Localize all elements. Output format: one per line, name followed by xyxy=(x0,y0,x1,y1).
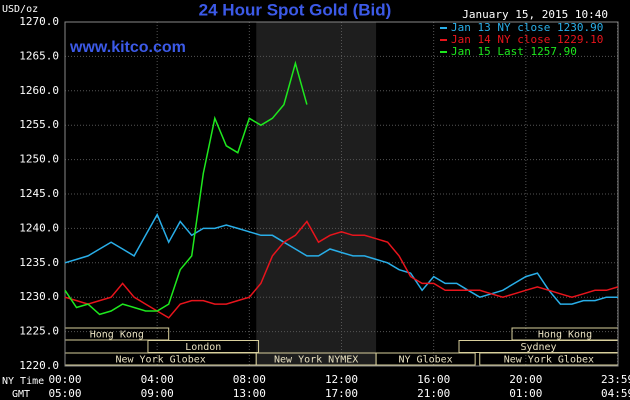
chart-title: 24 Hour Spot Gold (Bid) xyxy=(199,0,392,19)
session-shade xyxy=(256,22,377,366)
plot-frame xyxy=(64,21,619,367)
timestamp: January 15, 2015 10:40 xyxy=(462,8,608,21)
session-label: New York NYMEX xyxy=(274,355,358,366)
x2-tick-label: 13:00 xyxy=(233,387,266,400)
y-tick-label: 1235.0 xyxy=(19,256,59,269)
x-tick-label: 00:00 xyxy=(48,373,81,386)
x2-tick-label: 17:00 xyxy=(325,387,358,400)
session-label: Hong Kong xyxy=(90,330,144,341)
session-label: Sydney xyxy=(520,342,556,353)
legend-entry: Jan 13 NY close 1230.90 xyxy=(451,21,603,34)
session-box xyxy=(375,352,476,366)
y-tick-label: 1245.0 xyxy=(19,187,59,200)
x2-tick-label: 21:00 xyxy=(417,387,450,400)
y-tick-label: 1250.0 xyxy=(19,153,59,166)
x-tick-label: 04:00 xyxy=(141,373,174,386)
x2-tick-label: 09:00 xyxy=(141,387,174,400)
session-label: NY Globex xyxy=(399,355,453,366)
x2-tick-label: 04:59 xyxy=(601,387,630,400)
legend-entry: Jan 14 NY close 1229.10 xyxy=(451,33,603,46)
x-tick-label: 08:00 xyxy=(233,373,266,386)
session-label: Hong Kong xyxy=(538,330,592,341)
y-tick-label: 1220.0 xyxy=(19,359,59,372)
y-tick-label: 1255.0 xyxy=(19,118,59,131)
x-tick-label: 16:00 xyxy=(417,373,450,386)
y-axis-label: USD/oz xyxy=(2,4,38,15)
price-line xyxy=(64,60,308,316)
legend-entry: Jan 15 Last 1257.90 xyxy=(451,45,577,58)
x2-axis-label: GMT xyxy=(12,389,30,400)
x2-tick-label: 01:00 xyxy=(509,387,542,400)
session-label: London xyxy=(185,342,221,353)
session-label: New York Globex xyxy=(504,355,594,366)
site-label: www.kitco.com xyxy=(69,39,186,56)
x-tick-label: 20:00 xyxy=(509,373,542,386)
y-tick-label: 1240.0 xyxy=(19,221,59,234)
price-line xyxy=(64,212,618,305)
x-axis-label: NY Time xyxy=(2,376,44,387)
y-tick-label: 1225.0 xyxy=(19,325,59,338)
x2-tick-label: 05:00 xyxy=(48,387,81,400)
y-tick-label: 1260.0 xyxy=(19,84,59,97)
y-tick-label: 1270.0 xyxy=(19,15,59,28)
y-tick-label: 1265.0 xyxy=(19,49,59,62)
y-tick-label: 1230.0 xyxy=(19,290,59,303)
x-tick-label: 23:59 xyxy=(601,373,630,386)
session-label: New York Globex xyxy=(115,355,205,366)
x-tick-label: 12:00 xyxy=(325,373,358,386)
